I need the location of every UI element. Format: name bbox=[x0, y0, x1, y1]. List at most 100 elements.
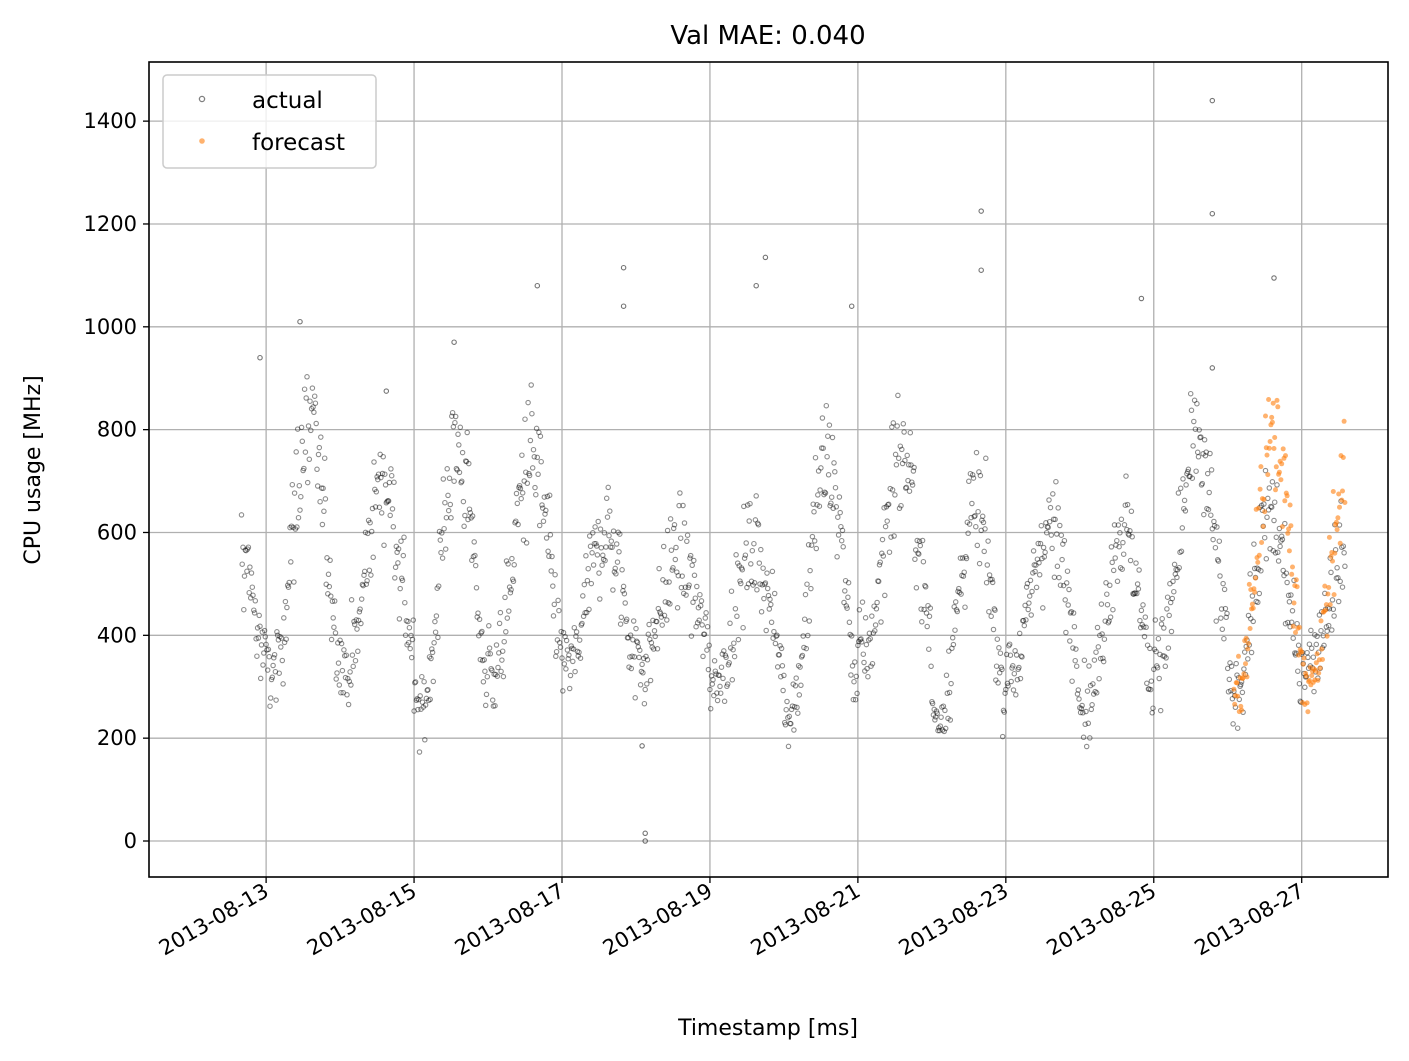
actual-point bbox=[610, 528, 617, 534]
actual-point bbox=[899, 446, 905, 453]
actual-point bbox=[1113, 542, 1119, 548]
actual-point bbox=[409, 636, 416, 643]
actual-point bbox=[1188, 407, 1195, 414]
actual-point bbox=[441, 525, 447, 532]
actual-point bbox=[368, 572, 374, 578]
actual-point bbox=[294, 426, 301, 432]
actual-point bbox=[909, 482, 916, 488]
actual-point bbox=[532, 484, 538, 491]
forecast-point bbox=[1279, 461, 1285, 467]
actual-point bbox=[1204, 505, 1210, 512]
actual-point bbox=[562, 633, 568, 640]
actual-point bbox=[240, 544, 246, 551]
actual-point bbox=[359, 581, 366, 588]
actual-point bbox=[791, 727, 797, 733]
actual-point bbox=[1263, 556, 1270, 562]
actual-point bbox=[1177, 485, 1184, 492]
actual-point bbox=[639, 661, 645, 668]
actual-point bbox=[1162, 663, 1169, 670]
actual-point bbox=[1334, 565, 1340, 571]
actual-point bbox=[931, 706, 937, 713]
actual-point bbox=[750, 582, 756, 588]
actual-point bbox=[874, 599, 880, 606]
actual-point bbox=[1134, 590, 1140, 597]
actual-point bbox=[832, 484, 839, 491]
actual-point bbox=[640, 670, 646, 676]
actual-point bbox=[724, 683, 730, 690]
actual-point bbox=[1283, 570, 1290, 576]
actual-point bbox=[513, 490, 520, 497]
actual-point bbox=[774, 632, 780, 639]
actual-point bbox=[1048, 532, 1055, 538]
actual-point bbox=[863, 641, 870, 648]
actual-point bbox=[1069, 678, 1075, 684]
actual-point bbox=[895, 455, 902, 462]
actual-point bbox=[778, 673, 784, 680]
actual-point bbox=[962, 604, 968, 610]
actual-point bbox=[617, 531, 623, 537]
actual-point bbox=[271, 655, 277, 661]
actual-point bbox=[1073, 646, 1079, 652]
actual-point bbox=[335, 640, 341, 646]
actual-point bbox=[512, 519, 518, 526]
actual-point bbox=[1150, 705, 1156, 711]
actual-point bbox=[280, 681, 286, 687]
actual-point bbox=[1038, 522, 1045, 529]
actual-point bbox=[525, 399, 531, 406]
actual-point bbox=[421, 678, 427, 685]
forecast-point bbox=[1264, 452, 1270, 458]
forecast-point bbox=[1296, 624, 1302, 630]
actual-point bbox=[684, 532, 691, 538]
actual-point bbox=[989, 579, 996, 586]
actual-point bbox=[1308, 645, 1315, 652]
actual-point bbox=[452, 413, 459, 420]
actual-point bbox=[1010, 663, 1016, 669]
actual-point bbox=[600, 552, 606, 559]
actual-point bbox=[966, 521, 973, 527]
actual-point bbox=[1267, 546, 1273, 552]
forecast-point bbox=[1320, 657, 1325, 662]
actual-point bbox=[465, 516, 471, 523]
actual-point bbox=[365, 517, 372, 524]
actual-point bbox=[555, 597, 561, 604]
actual-point bbox=[529, 410, 535, 417]
actual-point bbox=[539, 505, 546, 511]
forecast-point bbox=[1318, 618, 1324, 624]
actual-point bbox=[715, 672, 722, 678]
forecast-point bbox=[1305, 709, 1311, 715]
actual-point bbox=[798, 682, 804, 689]
actual-point bbox=[771, 628, 777, 635]
actual-point bbox=[304, 479, 311, 486]
actual-point bbox=[758, 546, 764, 553]
actual-point bbox=[1197, 434, 1203, 441]
actual-point bbox=[1209, 526, 1216, 532]
actual-point bbox=[713, 671, 719, 677]
actual-point bbox=[416, 749, 423, 755]
actual-point bbox=[959, 572, 965, 579]
actual-point bbox=[650, 646, 657, 652]
actual-point bbox=[272, 668, 279, 675]
actual-point bbox=[869, 613, 875, 619]
actual-point bbox=[625, 635, 632, 641]
actual-point bbox=[921, 606, 927, 613]
actual-point bbox=[1000, 707, 1007, 714]
actual-point bbox=[1218, 606, 1225, 612]
actual-point bbox=[828, 494, 835, 500]
actual-point bbox=[410, 617, 417, 623]
actual-point bbox=[633, 638, 640, 645]
actual-point bbox=[884, 518, 890, 524]
actual-point bbox=[808, 585, 814, 592]
actual-point bbox=[1122, 502, 1129, 508]
actual-point bbox=[398, 575, 405, 582]
actual-point bbox=[850, 696, 857, 703]
actual-point bbox=[987, 576, 994, 583]
actual-point bbox=[999, 733, 1006, 740]
actual-point bbox=[855, 638, 862, 645]
actual-point bbox=[985, 538, 991, 544]
actual-point bbox=[291, 490, 298, 496]
actual-point bbox=[586, 533, 593, 539]
actual-point bbox=[442, 546, 449, 552]
actual-point bbox=[1047, 504, 1054, 511]
actual-point bbox=[1075, 687, 1082, 693]
actual-point bbox=[982, 526, 988, 532]
